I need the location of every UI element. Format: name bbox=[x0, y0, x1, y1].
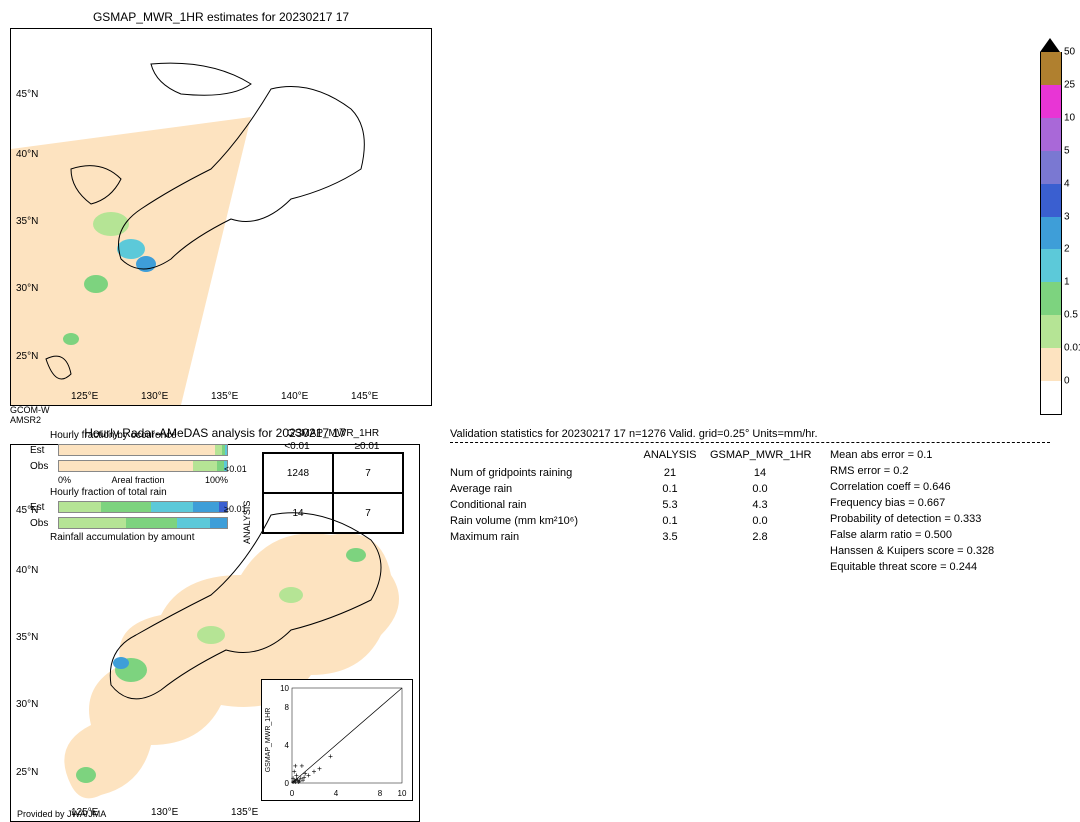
lat-tick: 25°N bbox=[16, 351, 38, 362]
lat-tick: 45°N bbox=[16, 89, 38, 100]
svg-text:4: 4 bbox=[285, 741, 290, 750]
lat-tick: 40°N bbox=[16, 149, 38, 160]
colorbar-tick: 4 bbox=[1064, 178, 1070, 189]
map-panel-left: GSMAP_MWR_1HR estimates for 20230217 17 … bbox=[10, 10, 432, 426]
lat-tick: 30°N bbox=[16, 283, 38, 294]
lat-tick: 25°N bbox=[16, 767, 38, 778]
lon-tick: 130°E bbox=[141, 391, 169, 402]
map-left-svg: 45°N 40°N 35°N 30°N 25°N 125°E 130°E 135… bbox=[11, 29, 431, 405]
svg-text:4: 4 bbox=[334, 789, 339, 798]
scatter-ylabel: GSMAP_MWR_1HR bbox=[265, 707, 272, 772]
lon-tick: 125°E bbox=[71, 391, 99, 402]
ct-row-axis: ANALYSIS bbox=[242, 482, 252, 562]
lon-tick: 140°E bbox=[281, 391, 309, 402]
precip-blob bbox=[197, 626, 225, 644]
precip-blob bbox=[113, 657, 129, 669]
stats-row: Rain volume (mm km²10⁶)0.10.0 bbox=[450, 515, 830, 527]
stats-left-col: ANALYSIS GSMAP_MWR_1HR Num of gridpoints… bbox=[450, 449, 830, 577]
bar-row: Est bbox=[30, 500, 240, 514]
lat-tick: 35°N bbox=[16, 216, 38, 227]
svg-text:8: 8 bbox=[285, 703, 290, 712]
stats-title: Validation statistics for 20230217 17 n=… bbox=[450, 428, 1050, 443]
stats-header: ANALYSIS GSMAP_MWR_1HR bbox=[450, 449, 830, 461]
precip-blob bbox=[136, 256, 156, 272]
scatter-inset: 0 4 8 10 0 4 8 10 ANALYSIS GSMAP_MWR_1HR bbox=[261, 679, 413, 801]
stat-metric: RMS error = 0.2 bbox=[830, 465, 1050, 477]
stat-metric: Mean abs error = 0.1 bbox=[830, 449, 1050, 461]
contingency-table: GSMAP_MWR_1HR <0.01 ≥0.01 ANALYSIS 1248 … bbox=[262, 428, 404, 534]
stats-row: Maximum rain3.52.8 bbox=[450, 531, 830, 543]
svg-text:10: 10 bbox=[398, 789, 407, 798]
stat-metric: Correlation coeff = 0.646 bbox=[830, 481, 1050, 493]
colorbar-tick: 10 bbox=[1064, 112, 1075, 123]
bar-track bbox=[58, 460, 228, 472]
precip-blob bbox=[63, 333, 79, 345]
map-left-box: 45°N 40°N 35°N 30°N 25°N 125°E 130°E 135… bbox=[10, 28, 432, 406]
bar-track bbox=[58, 501, 228, 513]
ct-cell: 7 bbox=[333, 453, 403, 493]
colorbar-tick: 2 bbox=[1064, 244, 1070, 255]
lon-tick: 135°E bbox=[211, 391, 239, 402]
svg-text:0: 0 bbox=[285, 779, 290, 788]
stats-row: Num of gridpoints raining2114 bbox=[450, 467, 830, 479]
stat-metric: Hanssen & Kuipers score = 0.328 bbox=[830, 545, 1050, 557]
precip-blob bbox=[93, 212, 129, 236]
precip-blob bbox=[76, 767, 96, 783]
occurrence-title: Hourly fraction by occurence bbox=[50, 430, 240, 441]
ct-grid: 1248 7 14 7 bbox=[262, 452, 404, 534]
accum-title: Rainfall accumulation by amount bbox=[50, 532, 240, 543]
svg-text:10: 10 bbox=[280, 684, 289, 693]
stat-metric: Equitable threat score = 0.244 bbox=[830, 561, 1050, 573]
colorbar-tick: 5 bbox=[1064, 145, 1070, 156]
svg-text:0: 0 bbox=[290, 789, 295, 798]
ct-col-headers: <0.01 ≥0.01 bbox=[262, 441, 404, 452]
stat-metric: False alarm ratio = 0.500 bbox=[830, 529, 1050, 541]
stat-metric: Frequency bias = 0.667 bbox=[830, 497, 1050, 509]
precip-blob bbox=[84, 275, 108, 293]
totalrain-title: Hourly fraction of total rain bbox=[50, 487, 240, 498]
bar-track bbox=[58, 517, 228, 529]
bar-track bbox=[58, 444, 228, 456]
validation-stats: Validation statistics for 20230217 17 n=… bbox=[450, 428, 1050, 577]
stats-row: Conditional rain5.34.3 bbox=[450, 499, 830, 511]
lon-tick: 145°E bbox=[351, 391, 379, 402]
colorbar-tick: 0.01 bbox=[1064, 343, 1080, 354]
bar-row: Obs bbox=[30, 459, 240, 473]
precip-blob bbox=[117, 239, 145, 259]
sensor-label: GCOM-W AMSR2 bbox=[10, 406, 432, 426]
map-left-title: GSMAP_MWR_1HR estimates for 20230217 17 bbox=[10, 10, 432, 24]
ct-title: GSMAP_MWR_1HR bbox=[262, 428, 404, 439]
colorbar-tick: 50 bbox=[1064, 47, 1075, 58]
ct-cell: 1248 bbox=[263, 453, 333, 493]
colorbar-segments bbox=[1040, 52, 1060, 415]
colorbar-tick: 0 bbox=[1064, 376, 1070, 387]
figure-root: GSMAP_MWR_1HR estimates for 20230217 17 … bbox=[10, 10, 1070, 602]
scatter-xlabel: ANALYSIS bbox=[328, 799, 367, 800]
scatter-svg: 0 4 8 10 0 4 8 10 ANALYSIS GSMAP_MWR_1HR bbox=[262, 680, 412, 800]
svg-text:8: 8 bbox=[378, 789, 383, 798]
lon-tick: 130°E bbox=[151, 807, 179, 818]
scatter-points bbox=[291, 754, 332, 784]
bar-axis: 0% Areal fraction 100% bbox=[58, 475, 228, 485]
ct-cell: 7 bbox=[333, 493, 403, 533]
colorbar-tick: 25 bbox=[1064, 79, 1075, 90]
bar-row: Obs bbox=[30, 516, 240, 530]
stat-metric: Probability of detection = 0.333 bbox=[830, 513, 1050, 525]
attribution: Provided by JWA/JMA bbox=[17, 809, 106, 819]
lat-tick: 35°N bbox=[16, 632, 38, 643]
stats-row: Average rain0.10.0 bbox=[450, 483, 830, 495]
stats-right-col: Mean abs error = 0.1 RMS error = 0.2 Corre… bbox=[830, 449, 1050, 577]
bar-row: Est bbox=[30, 443, 240, 457]
fraction-bars: Hourly fraction by occurence Est Obs 0% … bbox=[30, 428, 240, 545]
colorbar-over-triangle bbox=[1040, 38, 1060, 52]
colorbar-tick: 0.5 bbox=[1064, 310, 1078, 321]
colorbar-tick: 3 bbox=[1064, 211, 1070, 222]
colorbar: 502510543210.50.010 bbox=[1040, 38, 1060, 414]
lon-tick: 135°E bbox=[231, 807, 259, 818]
coastline bbox=[151, 63, 251, 95]
bottom-panel: Hourly fraction by occurence Est Obs 0% … bbox=[30, 428, 1060, 598]
lat-tick: 30°N bbox=[16, 699, 38, 710]
ct-cell: 14 bbox=[263, 493, 333, 533]
colorbar-tick: 1 bbox=[1064, 277, 1070, 288]
